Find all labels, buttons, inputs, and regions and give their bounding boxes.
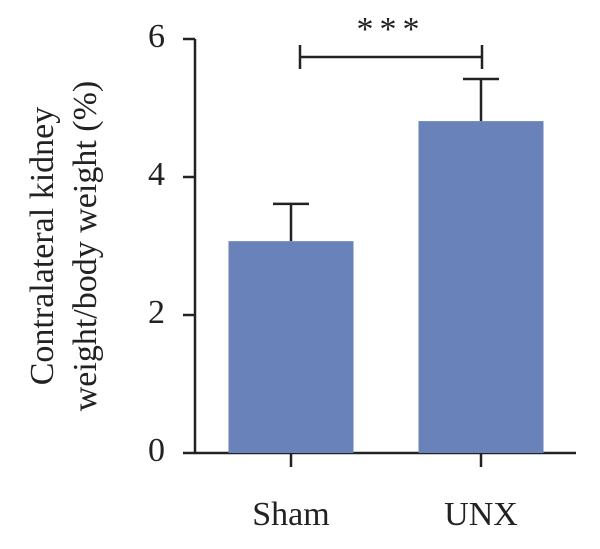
x-tick-label: Sham	[252, 496, 329, 533]
bar	[418, 121, 544, 454]
y-tick-label: 2	[148, 294, 165, 331]
y-axis-label: weight/body weight (%)	[67, 81, 104, 412]
bar	[228, 241, 354, 453]
y-tick-label: 0	[148, 432, 165, 469]
y-tick-label: 4	[148, 156, 165, 193]
y-axis-label: Contralateral kidney	[24, 107, 61, 386]
significance-label: ***	[357, 11, 426, 48]
y-tick-label: 6	[148, 18, 165, 55]
x-tick-label: UNX	[444, 496, 518, 533]
